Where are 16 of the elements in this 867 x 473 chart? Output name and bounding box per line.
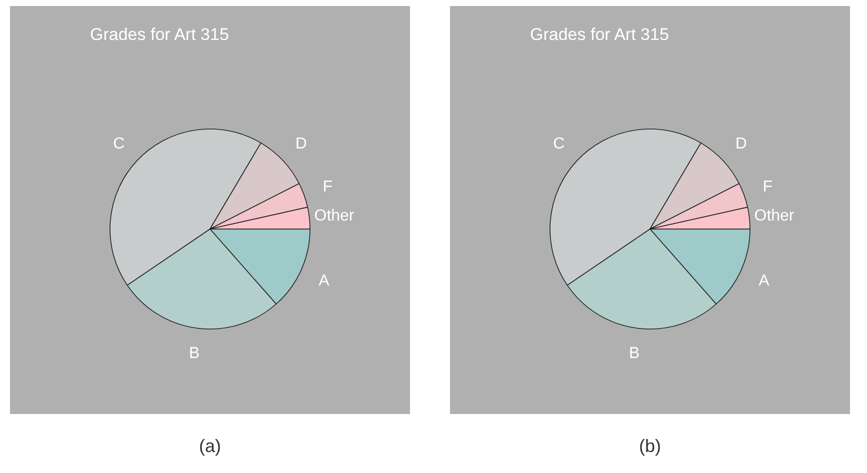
slice-label: F	[762, 178, 773, 196]
slice-label: Other	[754, 207, 795, 224]
slice-label: C	[113, 135, 125, 152]
slice-label: Other	[314, 207, 355, 224]
slice-label: F	[322, 178, 333, 196]
chart-title: Grades for Art 315	[90, 25, 229, 44]
slice-label: B	[188, 345, 200, 362]
slice-label: C	[553, 135, 565, 152]
slice-label: A	[758, 272, 770, 290]
slice-label: D	[295, 135, 307, 152]
chart-title: Grades for Art 315	[530, 25, 669, 44]
text: (b)	[639, 436, 661, 457]
slice-label: A	[318, 272, 330, 290]
slice-label: B	[628, 345, 640, 362]
slice-label: D	[735, 135, 747, 152]
text: (a)	[199, 436, 221, 457]
